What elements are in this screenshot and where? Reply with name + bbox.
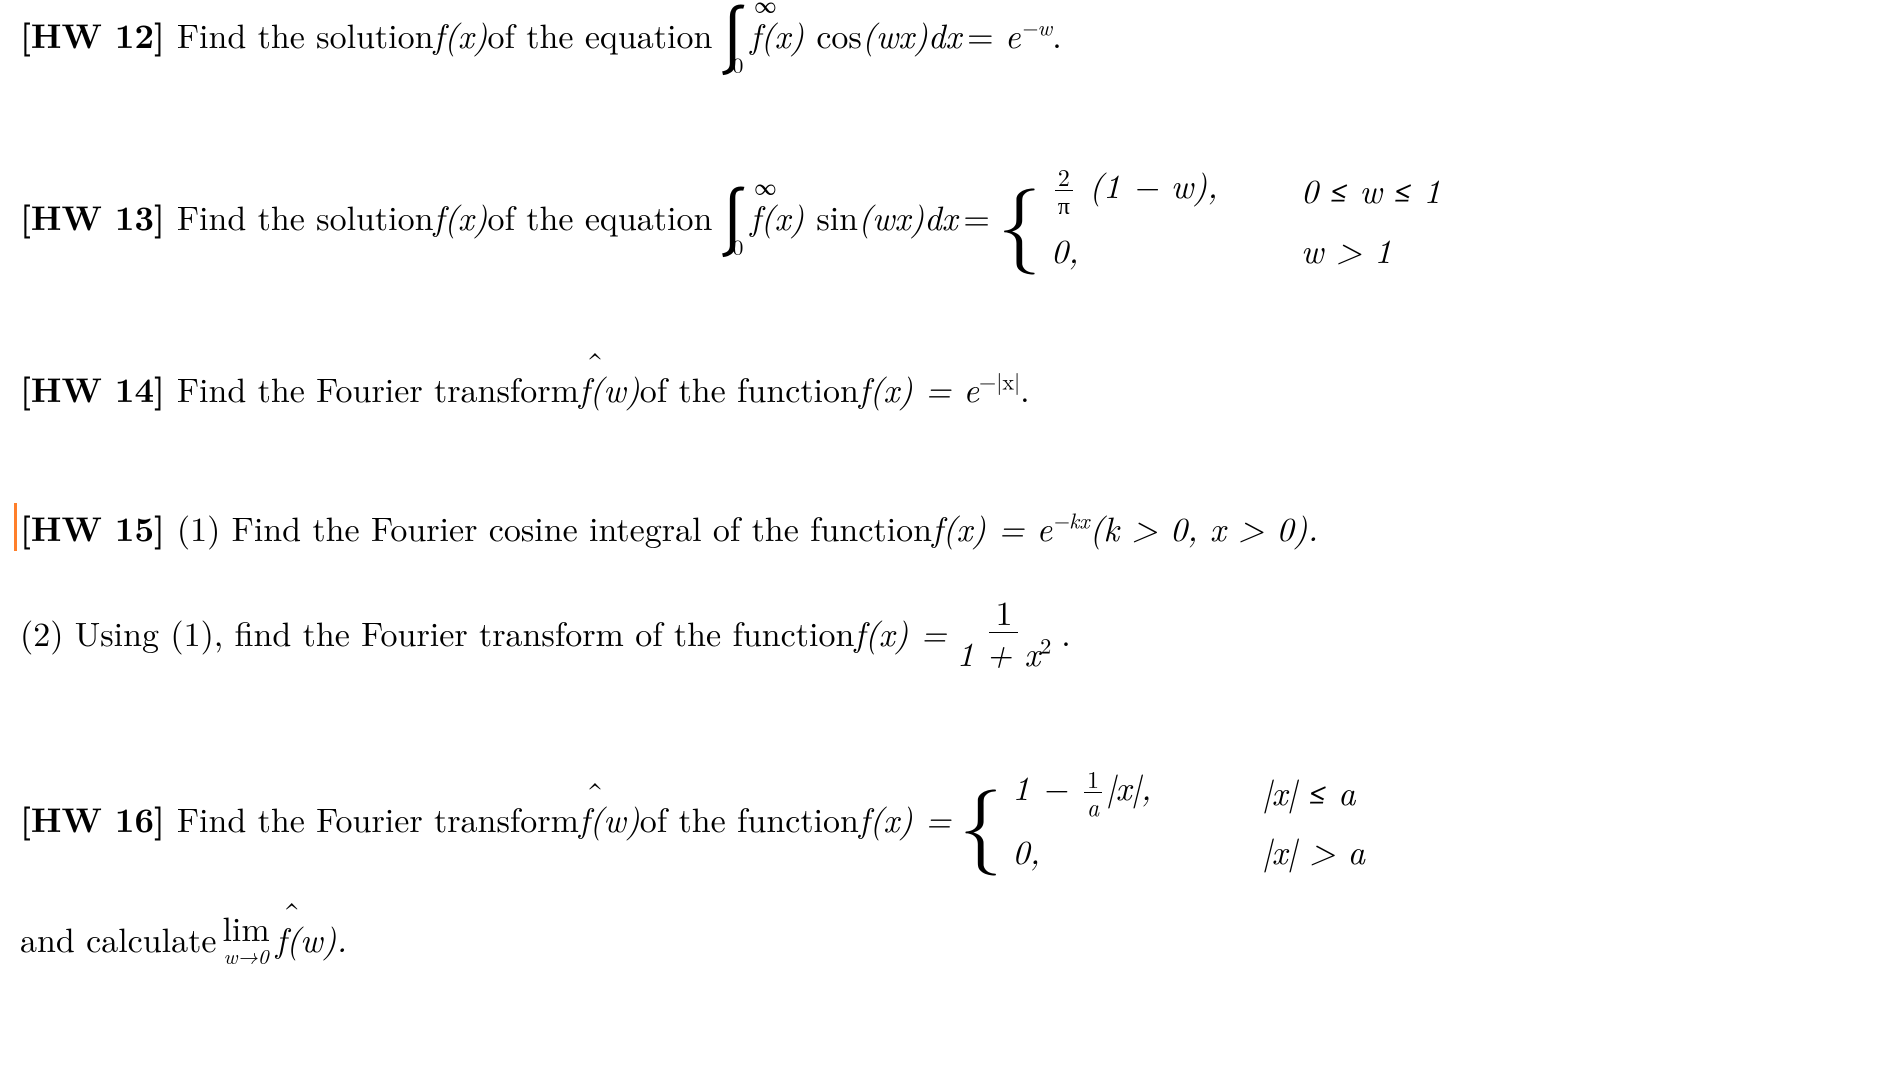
hw16-line2-pre: and calculate: [20, 914, 216, 963]
hw16-case2-val: 0,: [1012, 826, 1232, 875]
hw15-label: [HW 15]: [20, 503, 165, 552]
hw12-label: [HW 12]: [20, 10, 165, 59]
hw13-int-lower: 0: [732, 236, 743, 258]
hw14-label: [HW 14]: [20, 364, 165, 413]
hw13-case2: 0, w > 1: [1051, 225, 1441, 274]
hw15-p2-den-pre: 1 + x: [957, 628, 1041, 676]
integral-sign-icon: ∫ ∞ 0: [718, 0, 748, 70]
hw14: [HW 14] Find the Fourier transform f(w) …: [20, 364, 1863, 413]
hw16-fx: f(x) =: [859, 794, 951, 843]
hw13-integral: ∫ ∞ 0 f(x) sin(wx)dx: [718, 182, 957, 252]
hw13-text-1: Find the solution: [177, 192, 434, 241]
page: [HW 12] Find the solution f(x) of the eq…: [0, 0, 1883, 1018]
hw15-p2-fx: f(x) =: [854, 608, 946, 657]
hw14-period: .: [1020, 364, 1029, 413]
hw14-text-1: Find the Fourier transform: [177, 364, 579, 413]
hw13-cases: { 2 π (1 − w), 0 ≤ w ≤ 1 0,: [998, 160, 1441, 274]
hw13-fx: f(x): [434, 192, 488, 241]
hw16: [HW 16] Find the Fourier transform f(w) …: [20, 762, 1863, 968]
hw12-eq: = e−w: [967, 10, 1052, 59]
hw12-eqsign: =: [967, 10, 1005, 58]
hw16-cases: { 1 − 1 a |x|, |x| ≤ a 0, |x| > a: [959, 762, 1365, 876]
hw12-e: e: [1005, 10, 1021, 58]
hw15-p1-lead: (1) Find the Fourier cosine integral of …: [177, 503, 932, 552]
hw12-cos: cos: [816, 10, 862, 58]
hw13-case2-val: 0,: [1051, 225, 1271, 274]
f-hat-icon: f: [579, 364, 589, 413]
hw16-case1: 1 − 1 a |x|, |x| ≤ a: [1012, 762, 1365, 821]
hw16-line2: and calculate lim w→0 f(w).: [20, 910, 1863, 968]
hw12-int-upper: ∞: [754, 0, 776, 16]
hw12-arg: (wx): [862, 10, 928, 58]
hw16-case1-post: |x|,: [1106, 762, 1151, 810]
hw12: [HW 12] Find the solution f(x) of the eq…: [20, 0, 1863, 70]
hw16-lim-top: lim: [222, 910, 269, 946]
hw14-fx: f(x) = e−|x|: [859, 364, 1020, 413]
hw12-integrand: f(x) cos(wx)dx: [750, 10, 961, 59]
hw13-arg: (wx): [858, 192, 924, 240]
hw16-case2-cond: |x| > a: [1262, 826, 1365, 875]
hw16-case2: 0, |x| > a: [1012, 826, 1365, 875]
hw13-integrand: f(x) sin(wx)dx: [750, 192, 957, 241]
hw12-text-1: Find the solution: [177, 10, 434, 59]
hw13-case1-frac: 2 π: [1055, 163, 1073, 219]
hw15-part2: (2) Using (1), find the Fourier transfor…: [20, 592, 1863, 672]
hw15-p1-tail: (k > 0, x > 0).: [1090, 503, 1319, 552]
hw13-case1: 2 π (1 − w), 0 ≤ w ≤ 1: [1051, 160, 1441, 219]
hw15-p2-num: 1: [989, 592, 1018, 632]
hw15-p1-exp: −kx: [1052, 505, 1089, 536]
hw13: [HW 13] Find the solution f(x) of the eq…: [20, 160, 1863, 274]
hw13-case2-cond: w > 1: [1301, 225, 1392, 274]
hw16-label: [HW 16]: [20, 794, 165, 843]
hw14-text-2: of the function: [640, 364, 859, 413]
hw16-case1-cond: |x| ≤ a: [1262, 767, 1355, 816]
hw15-p2-lead: (2) Using (1), find the Fourier transfor…: [20, 608, 854, 657]
text-cursor-icon: [14, 503, 17, 551]
hw13-eqsign: =: [963, 192, 989, 241]
f-hat-icon: f: [276, 914, 286, 963]
hw12-period: .: [1052, 10, 1061, 59]
hw15-p2-frac: 1 1 + x2: [951, 592, 1058, 672]
hw16-text-1: Find the Fourier transform: [177, 794, 579, 843]
hw16-case1-pre: 1 −: [1012, 762, 1080, 810]
hw12-integral: ∫ ∞ 0 f(x) cos(wx)dx: [718, 0, 961, 70]
hw16-frac-den: a: [1084, 793, 1102, 820]
left-brace-icon: {: [959, 784, 1002, 853]
hw15-p2-den-exp: 2: [1040, 630, 1051, 661]
hw13-case1-rest: (1 − w),: [1089, 160, 1218, 208]
hw13-text-2: of the equation: [488, 192, 713, 241]
left-brace-icon: {: [998, 183, 1041, 252]
hw15-p1-fx: f(x) = e−kx: [932, 503, 1089, 552]
hw13-sin: sin: [816, 192, 858, 240]
hw13-int-upper: ∞: [754, 176, 776, 198]
hw13-case1-cond: 0 ≤ w ≤ 1: [1301, 165, 1441, 214]
hw13-dx: dx: [924, 192, 957, 240]
hw16-fhat: f(w): [579, 794, 640, 843]
hw12-dx: dx: [928, 10, 961, 58]
hw14-exp: −|x|: [979, 366, 1020, 397]
hw13-frac-den: π: [1055, 191, 1073, 218]
hw16-limit: lim w→0: [222, 910, 269, 968]
hw14-fhat: f(w): [579, 364, 640, 413]
hw15: [HW 15] (1) Find the Fourier cosine inte…: [20, 503, 1863, 672]
hw14-fx-body: f(x) = e: [859, 364, 979, 412]
hw12-int-lower: 0: [732, 54, 743, 76]
hw16-line2-fhat: f(w).: [276, 914, 347, 963]
hw12-text-2: of the equation: [488, 10, 713, 59]
integral-sign-icon: ∫ ∞ 0: [718, 182, 748, 252]
hw16-lim-bot: w→0: [223, 945, 268, 967]
hw12-fx: f(x): [434, 10, 488, 59]
hw15-p2-period: .: [1061, 608, 1070, 657]
hw13-label: [HW 13]: [20, 192, 165, 241]
hw16-text-2: of the function: [640, 794, 859, 843]
hw16-case1-frac: 1 a: [1084, 765, 1102, 821]
hw15-p1-fx-body: f(x) = e: [932, 503, 1052, 551]
hw12-exp: −w: [1021, 12, 1053, 43]
f-hat-icon: f: [579, 794, 589, 843]
